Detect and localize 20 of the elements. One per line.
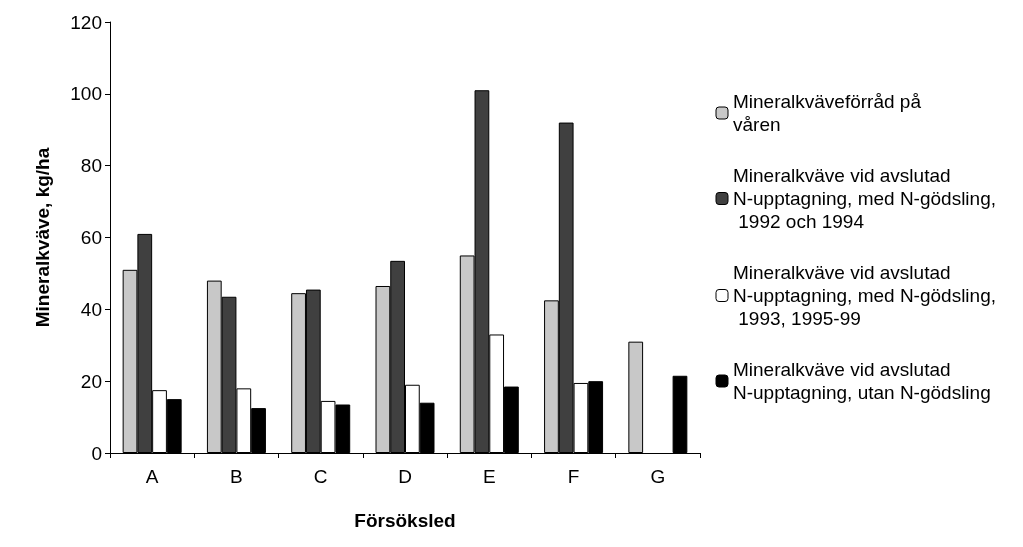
x-tick-label: C [313, 466, 328, 487]
legend-label: Mineralkväve vid avslutad N-upptagning, utan N-gödsling [733, 359, 991, 403]
x-tick-label: F [567, 466, 580, 487]
y-axis-title: Mineralkväve, kg/ha [32, 147, 53, 328]
legend-label: Mineralkväve vid avslutad N-upptagning, med N-gödsling, 1992 och 1994 [733, 165, 996, 232]
x-tick-label: D [398, 466, 412, 487]
y-tick-label: 100 [70, 83, 102, 105]
y-tick-label: 80 [80, 155, 102, 177]
x-axis-title: Försöksled [354, 510, 456, 531]
legend-label: Mineralkväve vid avslutad N-upptagning, med N-gödsling, 1993, 1995-99 [733, 262, 996, 329]
y-tick-label: 120 [70, 11, 102, 33]
y-tick-label: 0 [91, 442, 102, 464]
x-tick-label: B [230, 466, 243, 487]
y-tick-label: 60 [80, 227, 102, 248]
x-tick-label: A [145, 466, 159, 487]
x-tick-label: E [482, 466, 496, 487]
x-tick-label: G [650, 466, 666, 487]
y-tick-label: 40 [80, 298, 102, 320]
y-tick-label: 20 [80, 370, 102, 392]
legend-label: Mineralkväveförråd på våren [733, 91, 927, 135]
